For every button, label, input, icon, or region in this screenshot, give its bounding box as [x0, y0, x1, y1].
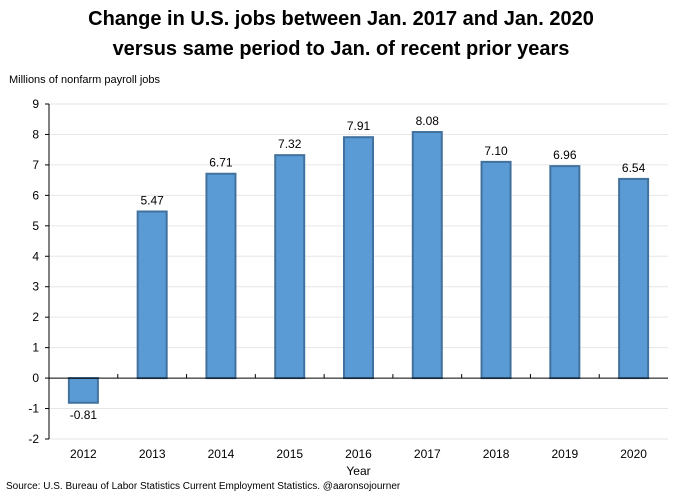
- x-tick-label: 2015: [276, 447, 303, 461]
- x-tick-label: 2016: [345, 447, 372, 461]
- y-tick-label: 8: [32, 127, 39, 141]
- bar-2020: [618, 177, 650, 380]
- bar-2012: [67, 377, 99, 404]
- x-tick-label: 2020: [620, 447, 647, 461]
- data-label-2017: 8.08: [416, 114, 440, 128]
- y-tick-label: 6: [32, 188, 39, 202]
- y-tick-label: 2: [32, 310, 39, 324]
- y-tick-label: 7: [32, 158, 39, 172]
- bar-2016: [343, 136, 374, 380]
- bar-2014: [205, 172, 237, 380]
- y-tick-label: 9: [32, 97, 39, 111]
- bar-2018: [480, 160, 512, 380]
- chart-title: Change in U.S. jobs between Jan. 2017 an…: [0, 4, 682, 64]
- bar-2013: [136, 210, 168, 380]
- x-tick-label: 2012: [70, 447, 97, 461]
- x-tick-label: 2018: [483, 447, 510, 461]
- source-note: Source: U.S. Bureau of Labor Statistics …: [6, 481, 401, 492]
- data-label-2020: 6.54: [622, 161, 646, 175]
- y-tick-label: -2: [28, 432, 39, 446]
- y-tick-label: 3: [32, 280, 39, 294]
- bar-2017: [411, 131, 443, 380]
- y-tick-label: 1: [32, 341, 39, 355]
- y-tick-label: 4: [32, 249, 39, 263]
- data-label-2018: 7.10: [484, 144, 508, 158]
- data-label-2013: 5.47: [140, 194, 164, 208]
- chart-title-line-2: versus same period to Jan. of recent pri…: [112, 38, 570, 60]
- data-label-2012: -0.81: [70, 408, 98, 422]
- bar-2015: [274, 154, 306, 380]
- data-label-2015: 7.32: [278, 137, 302, 151]
- data-label-2019: 6.96: [553, 148, 577, 162]
- x-tick-label: 2013: [139, 447, 166, 461]
- data-label-2016: 7.91: [347, 119, 371, 133]
- chart-title-line-1: Change in U.S. jobs between Jan. 2017 an…: [88, 8, 594, 30]
- y-axis-label: Millions of nonfarm payroll jobs: [9, 74, 161, 86]
- x-axis-label: Year: [346, 464, 370, 478]
- x-tick-label: 2017: [414, 447, 441, 461]
- data-label-2014: 6.71: [209, 156, 233, 170]
- y-tick-label: 5: [32, 219, 39, 233]
- bar-2019: [549, 165, 581, 380]
- x-tick-label: 2014: [208, 447, 235, 461]
- x-tick-label: 2019: [551, 447, 578, 461]
- y-tick-label: 0: [32, 371, 39, 385]
- y-tick-label: -1: [28, 402, 39, 416]
